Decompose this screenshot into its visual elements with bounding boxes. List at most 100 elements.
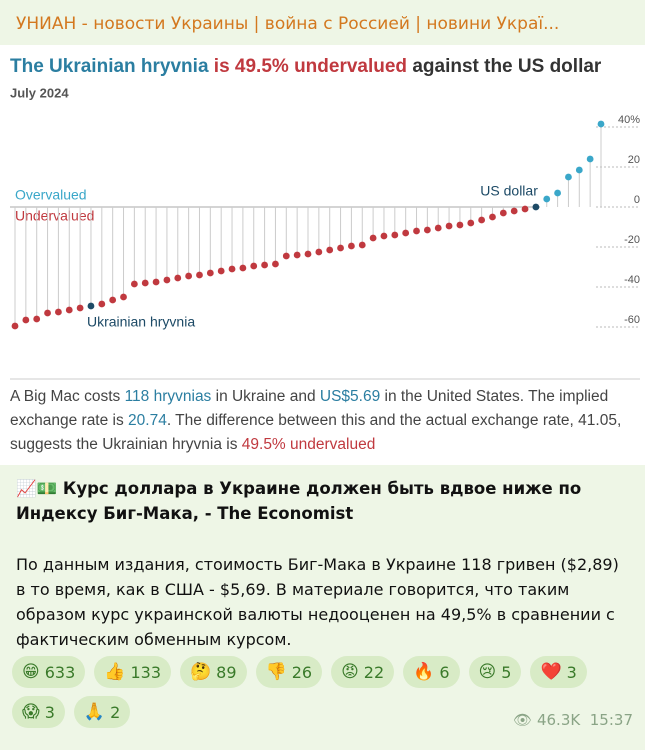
y-tick-label: -40 (624, 274, 640, 286)
post-body: По данным издания, стоимость Биг-Мака в … (16, 555, 619, 649)
reaction[interactable]: 😡 22 (331, 656, 395, 688)
category-label: US dollar (480, 183, 538, 199)
dot (402, 229, 410, 237)
undervalued-label: Undervalued (15, 208, 94, 224)
reaction-count: 133 (130, 662, 161, 682)
note-part: . The difference between this and the ac… (166, 412, 579, 429)
reaction-count: 6 (439, 662, 450, 682)
dot (391, 231, 399, 239)
dot (337, 244, 344, 252)
reaction[interactable]: 😢 5 (468, 656, 522, 688)
reaction[interactable]: 👎 26 (255, 656, 323, 688)
dot (315, 248, 323, 256)
title-part: The Ukrainian hryvnia (10, 56, 209, 77)
reaction-emoji: 👍 (104, 662, 126, 682)
reaction[interactable]: 🔥 6 (403, 656, 460, 688)
dot (11, 322, 19, 330)
dot (586, 155, 594, 163)
post-image[interactable]: The Ukrainian hryvnia is 49.5% undervalu… (0, 45, 645, 465)
reaction[interactable]: 🙏 2 (73, 696, 131, 728)
dot (98, 300, 106, 308)
dot (239, 264, 247, 272)
dot (326, 246, 334, 254)
dot (87, 302, 95, 310)
dot (565, 173, 572, 181)
post-footer: 👁 46.3K 15:37 (513, 711, 633, 729)
note-part: in the United States. The implied exchan… (10, 388, 609, 429)
note-part: 49.5% undervalued (241, 436, 376, 453)
dot (293, 251, 301, 259)
dot (554, 189, 561, 197)
dot (22, 316, 30, 324)
title-part: against the US dollar (407, 56, 602, 77)
note-part: US$5.69 (319, 388, 381, 405)
reaction-count: 2 (110, 702, 121, 722)
reaction[interactable]: 👍 133 (94, 656, 171, 688)
note-part: A Big Mac costs (10, 388, 125, 405)
reaction-count: 26 (291, 662, 313, 682)
dot (445, 222, 453, 230)
dot (130, 280, 138, 288)
dot (272, 260, 279, 268)
reaction-emoji: 😱 (22, 702, 40, 722)
reaction-emoji: 🔥 (413, 662, 435, 682)
reaction[interactable]: 😁 633 (12, 656, 86, 688)
reactions: 😁 633 👍 133 🤔 89 👎 26 😡 22 🔥 6 😢 5 ❤️ 3 😱 3 🙏 2 (12, 656, 632, 728)
reaction-emoji: ❤️ (540, 662, 562, 682)
reaction-emoji: 😢 (478, 662, 497, 682)
reaction[interactable]: 🤔 89 (180, 656, 247, 688)
category-label: Ukrainian hryvnia (87, 314, 195, 330)
dot (44, 309, 51, 317)
reaction-emoji: 😡 (341, 662, 359, 682)
dot (348, 242, 355, 250)
dot (369, 234, 377, 242)
dot (575, 166, 583, 174)
y-tick-label: -60 (624, 314, 640, 326)
dot (282, 252, 290, 260)
dot (543, 195, 551, 203)
y-tick-label: 40% (618, 114, 640, 126)
reaction-emoji: 🙏 (83, 702, 106, 722)
dot (597, 120, 605, 128)
dot (196, 271, 203, 279)
dot (380, 232, 388, 240)
dot (510, 207, 518, 215)
note-part: 118 hryvnias (124, 388, 212, 405)
dot (55, 308, 62, 316)
dot (163, 276, 171, 284)
reaction-count: 3 (44, 702, 55, 722)
dot (152, 278, 160, 286)
dot (521, 205, 529, 213)
dot (499, 209, 507, 217)
channel-name[interactable]: УНИАН - новости Украины | война с Россие… (16, 14, 560, 34)
chart-note: A Big Mac costs 118 hryvnias in Ukraine … (10, 385, 630, 457)
dot (109, 296, 117, 304)
reaction-emoji: 👎 (265, 662, 287, 682)
reaction[interactable]: ❤️ 3 (530, 656, 587, 688)
reaction-count: 3 (566, 662, 577, 682)
reaction[interactable]: 😱 3 (12, 696, 65, 728)
dot (358, 241, 366, 249)
dot (423, 226, 431, 234)
reaction-count: 89 (216, 662, 237, 682)
dot (467, 219, 475, 227)
dot (489, 213, 496, 221)
dot (33, 315, 41, 323)
dot (304, 250, 312, 258)
chart-subtitle: July 2024 (10, 85, 69, 100)
dot (532, 203, 540, 211)
overvalued-label: Overvalued (15, 187, 87, 203)
chart: The Ukrainian hryvnia is 49.5% undervalu… (10, 56, 640, 380)
reaction-count: 633 (44, 662, 76, 682)
dot (185, 272, 193, 280)
y-tick-label: 20 (628, 154, 640, 166)
dot (250, 262, 258, 270)
time: 15:37 (589, 711, 633, 729)
y-tick-label: -20 (624, 234, 640, 246)
dot (76, 304, 84, 312)
title-part: is 49.5% undervalued (209, 56, 408, 77)
dot (478, 216, 486, 224)
reaction-emoji: 🤔 (190, 662, 212, 682)
dot (120, 293, 127, 301)
